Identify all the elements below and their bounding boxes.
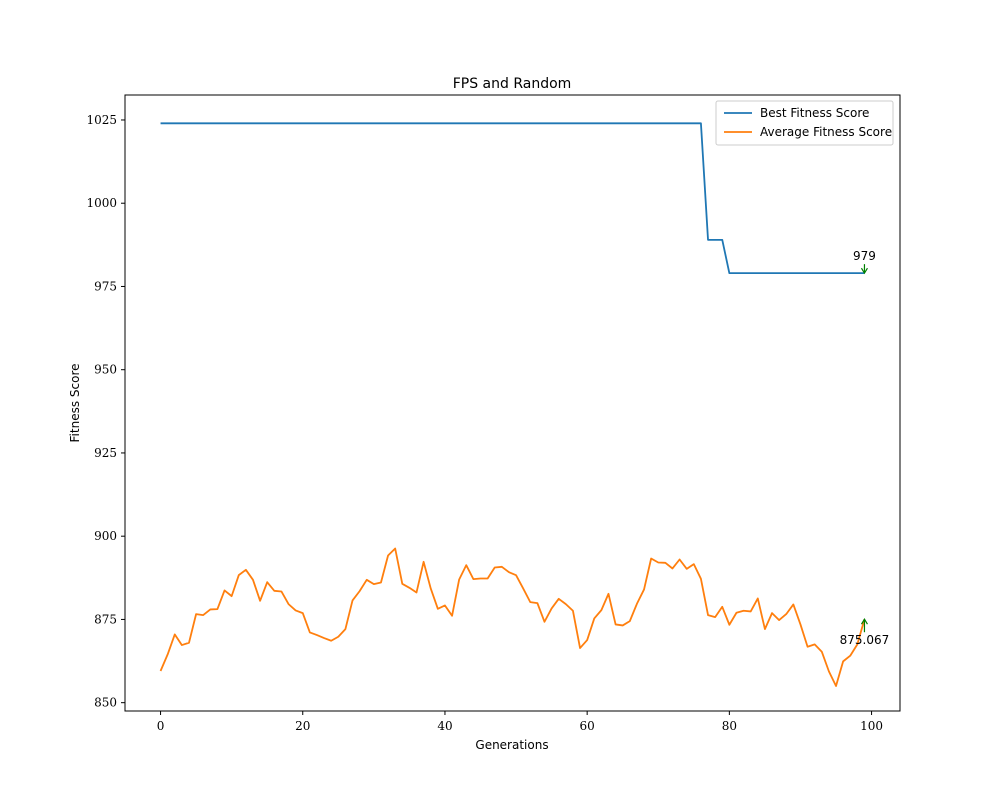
x-axis: 0 20 40 60 80 100 — [157, 711, 883, 733]
y-tick-label: 975 — [94, 279, 117, 293]
annotation-layer: 979 875.067 — [840, 249, 890, 647]
annotation-arrowhead — [860, 267, 868, 275]
legend: Best Fitness Score Average Fitness Score — [715, 100, 894, 146]
plot-area-frame — [124, 94, 901, 712]
y-axis: 850 875 900 925 950 975 1000 1025 — [86, 113, 125, 710]
y-tick-label: 950 — [94, 363, 117, 377]
legend-box — [715, 100, 894, 146]
series-line-0 — [160, 122, 865, 275]
annotation-arrowhead — [860, 618, 868, 625]
y-tick-label: 900 — [94, 529, 117, 543]
y-tick-label: 850 — [94, 696, 117, 710]
y-tick-label: 875 — [94, 612, 117, 626]
chart-title: FPS and Random — [453, 76, 572, 92]
y-tick-label: 1025 — [86, 113, 117, 127]
series-line-1 — [159, 547, 866, 687]
annotation-label: 979 — [853, 249, 876, 263]
x-tick-label: 20 — [295, 719, 310, 733]
y-tick-label: 925 — [94, 446, 117, 460]
x-tick-label: 0 — [157, 719, 165, 733]
x-tick-label: 60 — [580, 719, 595, 733]
y-axis-label: Fitness Score — [68, 364, 82, 443]
x-tick-label: 40 — [437, 719, 452, 733]
x-axis-label: Generations — [475, 738, 548, 752]
x-tick-label: 100 — [860, 719, 883, 733]
annotation-label: 875.067 — [840, 633, 890, 647]
y-tick-label: 1000 — [86, 196, 117, 210]
series-layer — [159, 122, 866, 687]
x-tick-label: 80 — [722, 719, 737, 733]
legend-label-best-fitness: Best Fitness Score — [760, 106, 869, 120]
legend-label-average-fitness: Average Fitness Score — [760, 125, 892, 139]
